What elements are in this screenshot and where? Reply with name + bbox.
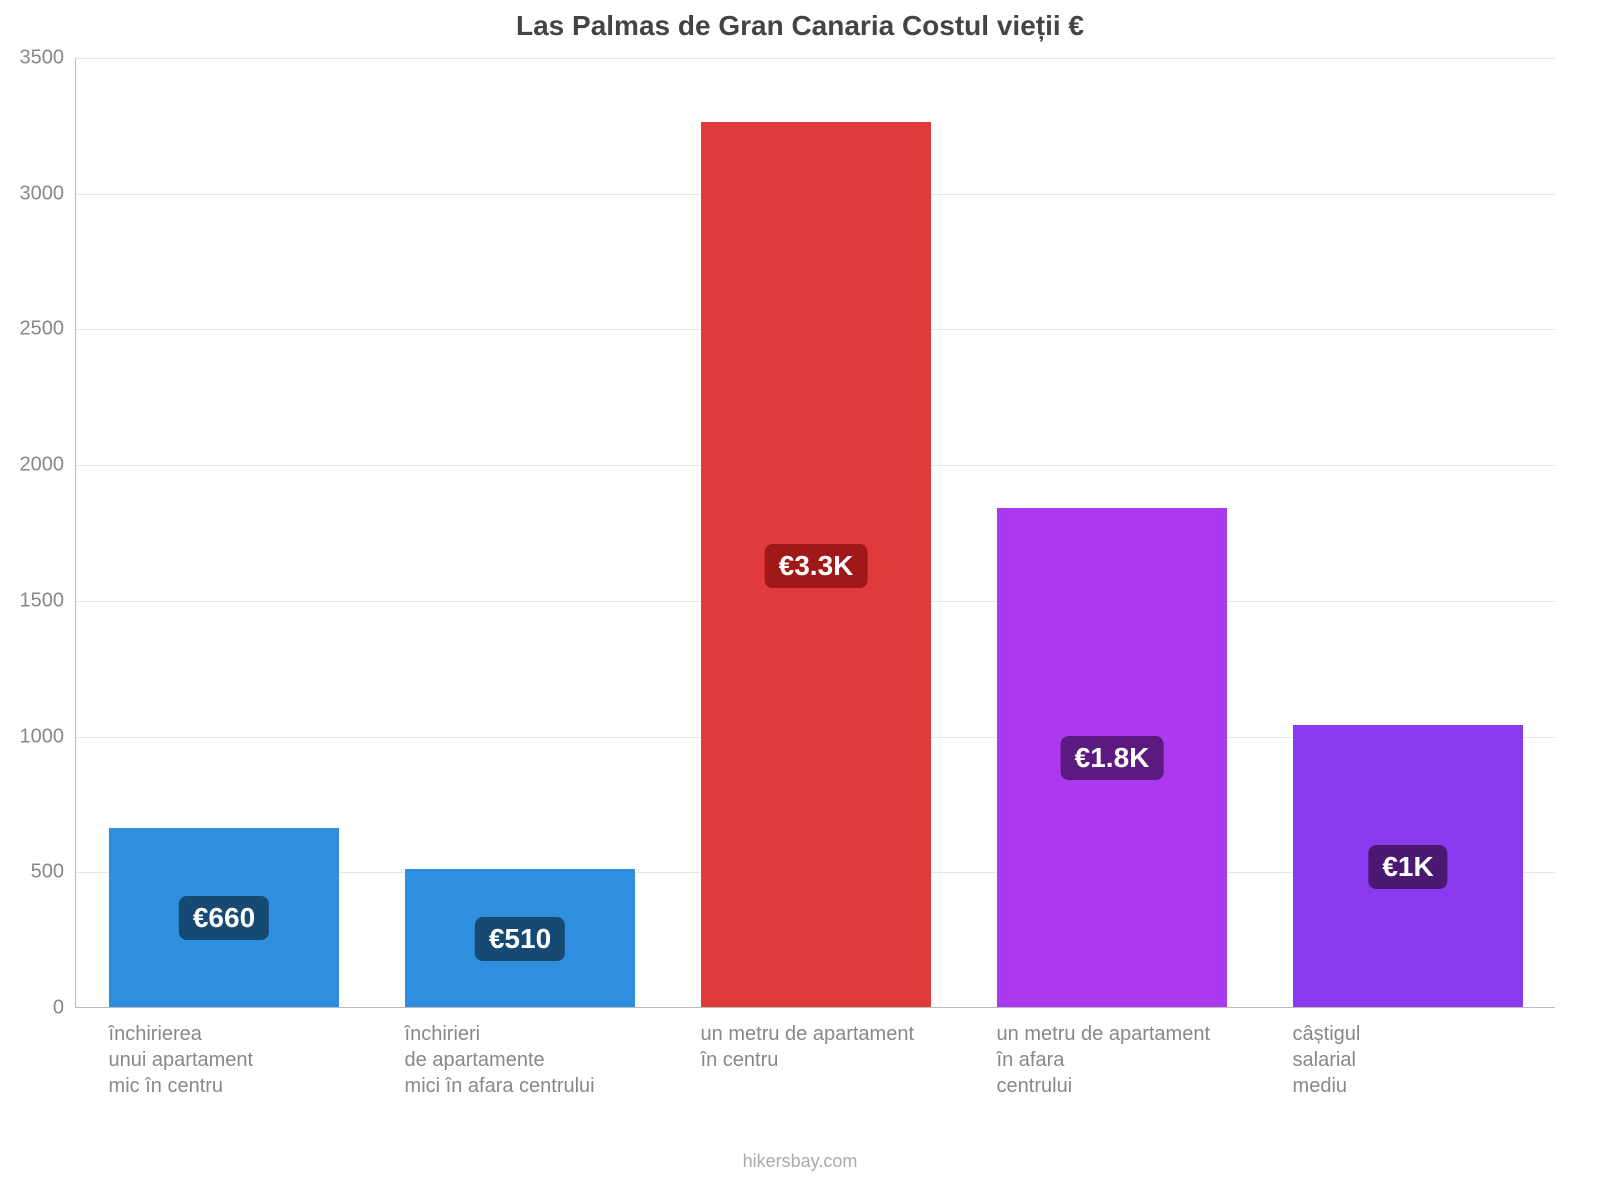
y-tick-label: 3000 [20,182,77,205]
x-tick-label: un metru de apartament în centru [701,1007,972,1073]
x-tick-label: câștigul salarial mediu [1293,1007,1564,1099]
bar-value-label: €510 [475,917,565,961]
y-tick-label: 2000 [20,454,77,477]
attribution-label: hikersbay.com [743,1151,858,1172]
chart-title: Las Palmas de Gran Canaria Costul vieții… [516,10,1084,42]
y-tick-label: 3500 [20,47,77,70]
x-tick-label: închirieri de apartamente mici în afara … [405,1007,676,1099]
y-tick-label: 0 [53,997,76,1020]
plot-area: 0500100015002000250030003500€660închirie… [75,58,1555,1008]
x-tick-label: închirierea unui apartament mic în centr… [109,1007,380,1099]
bar-value-label: €1K [1368,845,1447,889]
y-tick-label: 2500 [20,318,77,341]
y-tick-label: 500 [31,861,76,884]
bar-value-label: €660 [179,896,269,940]
cost-of-living-chart: Las Palmas de Gran Canaria Costul vieții… [0,0,1600,1200]
gridline [76,58,1555,59]
bar-value-label: €3.3K [765,544,868,588]
x-tick-label: un metru de apartament în afara centrulu… [997,1007,1268,1099]
y-tick-label: 1000 [20,725,77,748]
y-tick-label: 1500 [20,589,77,612]
bar-value-label: €1.8K [1061,736,1164,780]
